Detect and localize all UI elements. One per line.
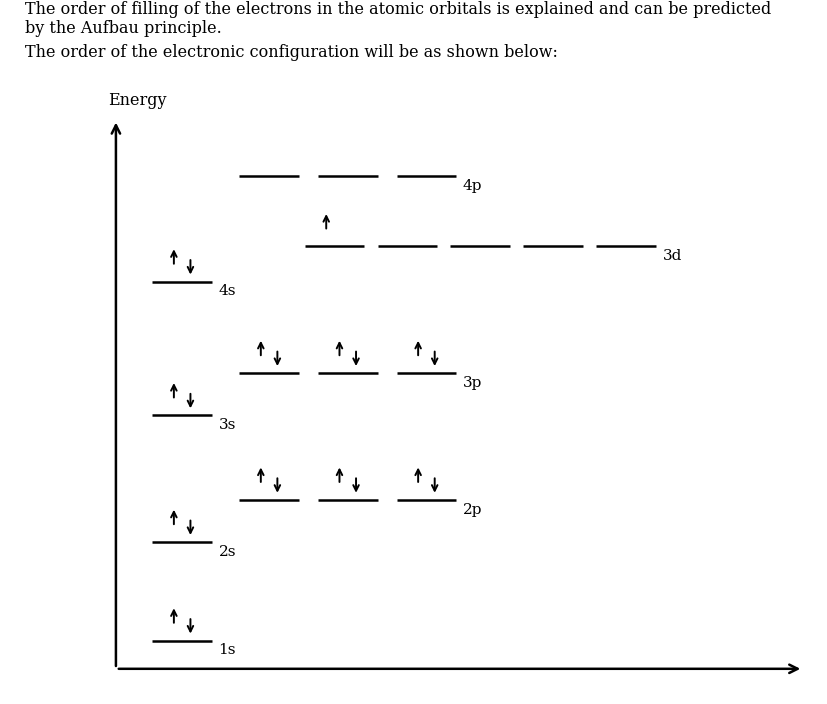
Text: 2p: 2p (462, 503, 482, 517)
Text: 4s: 4s (218, 284, 236, 298)
Text: by the Aufbau principle.: by the Aufbau principle. (25, 20, 222, 37)
Text: Energy: Energy (108, 92, 166, 109)
Text: The order of filling of the electrons in the atomic orbitals is explained and ca: The order of filling of the electrons in… (25, 1, 770, 18)
Text: 2s: 2s (218, 545, 236, 559)
Text: 3p: 3p (462, 376, 481, 390)
Text: 4p: 4p (462, 179, 482, 193)
Text: The order of the electronic configuration will be as shown below:: The order of the electronic configuratio… (25, 44, 557, 61)
Text: 3s: 3s (218, 418, 236, 432)
Text: 3d: 3d (662, 249, 681, 263)
Text: 1s: 1s (218, 643, 236, 658)
